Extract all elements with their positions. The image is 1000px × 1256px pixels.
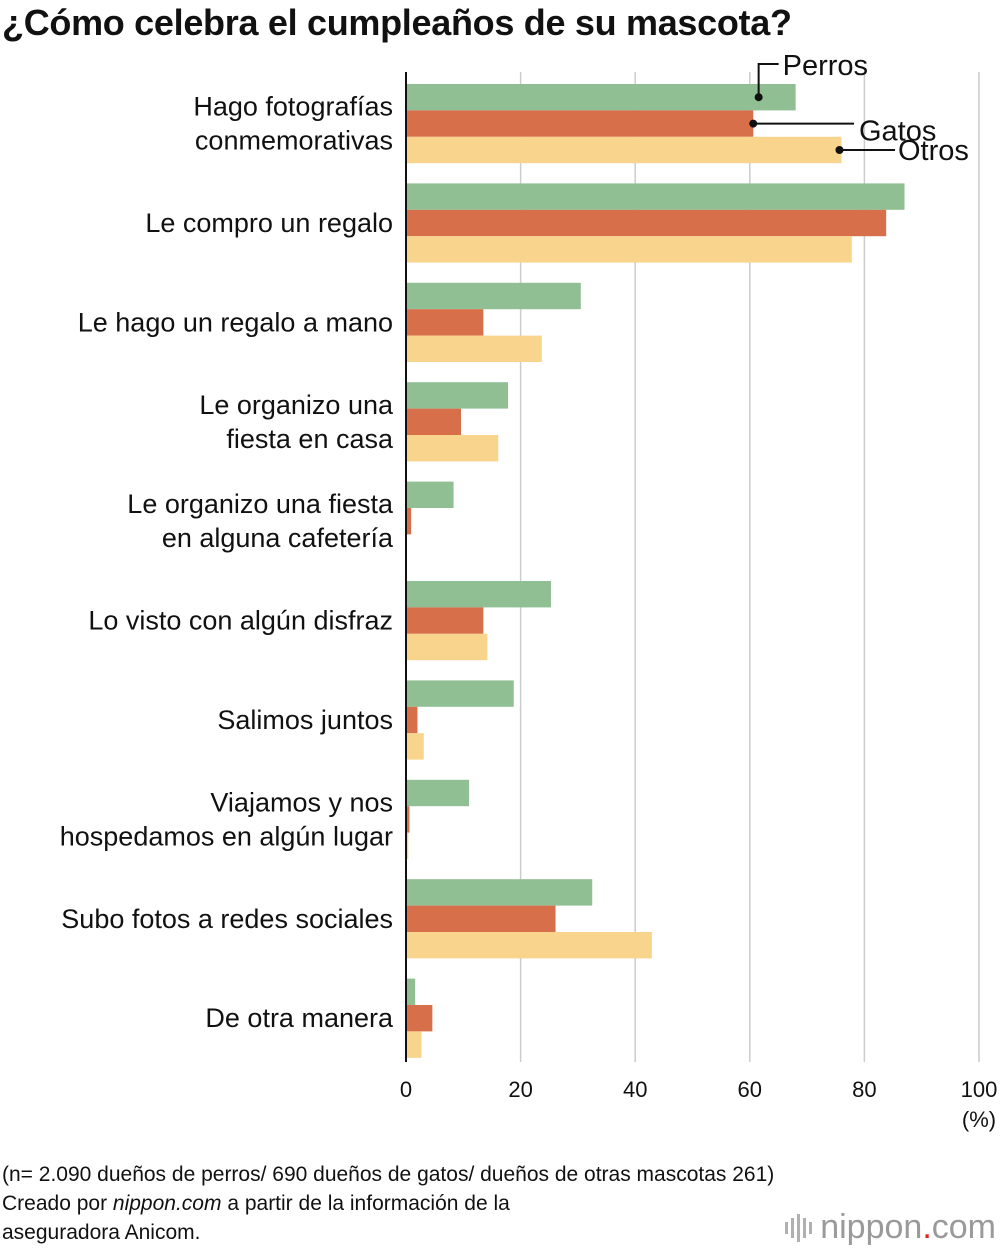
bars [406, 84, 905, 1058]
legend-label-otros: Otros [898, 135, 969, 167]
footnote-source-end: aseguradora Anicom. [2, 1221, 201, 1244]
footnote: (n= 2.090 dueños de perros/ 690 dueños d… [2, 1160, 774, 1247]
legend-leader-perros [757, 63, 779, 98]
category-label: hospedamos en algún lugar [60, 821, 393, 851]
category-label: Le hago un regalo a mano [78, 307, 393, 337]
category-label: De otra manera [205, 1003, 394, 1033]
category-label: Salimos juntos [217, 705, 393, 735]
bar-otros [406, 335, 542, 362]
category-labels: Hago fotografías conmemorativas Le compro … [60, 92, 394, 1034]
x-tick-label: 0 [400, 1077, 412, 1102]
bar-gatos [406, 706, 418, 734]
bar-otros [406, 932, 652, 959]
nippon-logo: nippon.com [785, 1208, 996, 1247]
category-label: Le organizo una fiesta [127, 489, 394, 519]
bar-perros [406, 581, 551, 608]
bar-otros [406, 733, 424, 760]
category-label: conmemorativas [195, 126, 393, 156]
x-tick-label: 100 [961, 1077, 998, 1102]
bar-otros [406, 633, 488, 661]
bar-gatos [406, 508, 412, 535]
bar-perros [406, 481, 454, 508]
category-label: fiesta en casa [226, 424, 394, 454]
category-label: Le compro un regalo [145, 208, 393, 238]
bar-perros [406, 382, 508, 409]
bar-otros [406, 1031, 422, 1058]
bar-gatos [406, 1005, 433, 1032]
legend-label-perros: Perros [783, 50, 868, 82]
bar-perros [406, 84, 796, 111]
x-tick-label: 80 [852, 1077, 876, 1102]
bar-gatos [406, 607, 484, 634]
source-site: nippon.com [112, 1192, 222, 1215]
bar-otros [406, 435, 499, 462]
axis: 0 20 40 60 80 100 (%) [400, 72, 997, 1132]
category-label: Subo fotos a redes sociales [61, 904, 393, 934]
category-label: Le organizo una [199, 390, 394, 420]
bar-gatos [406, 806, 410, 833]
bar-otros [406, 236, 852, 263]
x-axis-unit: (%) [962, 1107, 996, 1132]
bar-otros [406, 832, 409, 859]
chart-title: ¿Cómo celebra el cumpleaños de su mascot… [2, 2, 792, 43]
bar-perros [406, 879, 593, 906]
x-tick-label: 60 [738, 1077, 762, 1102]
bar-gatos [406, 110, 754, 137]
bar-gatos [406, 905, 556, 932]
bar-gatos [406, 209, 887, 237]
bar-perros [406, 680, 514, 707]
logo-bars-icon [785, 1213, 813, 1243]
bar-gatos [406, 408, 462, 435]
category-label: en alguna cafetería [162, 523, 394, 553]
bar-gatos [406, 309, 484, 336]
x-tick-label: 20 [508, 1077, 532, 1102]
legend-label-gatos: Gatos [859, 116, 936, 148]
bar-chart: 0 20 40 60 80 100 (%) Hago fotografías conmemor… [60, 50, 998, 1132]
bar-perros [406, 183, 905, 210]
footnote-source: Creado por nippon.com a partir de la inf… [2, 1192, 510, 1215]
bar-perros [406, 282, 581, 310]
bar-perros [406, 978, 416, 1005]
footnote-sample: (n= 2.090 dueños de perros/ 690 dueños d… [2, 1163, 775, 1186]
x-tick-label: 40 [623, 1077, 647, 1102]
category-label: Lo visto con algún disfraz [88, 606, 393, 636]
category-label: Hago fotografías [193, 92, 393, 122]
bar-otros [406, 136, 842, 164]
bar-perros [406, 779, 470, 807]
category-label: Viajamos y nos [210, 787, 393, 817]
